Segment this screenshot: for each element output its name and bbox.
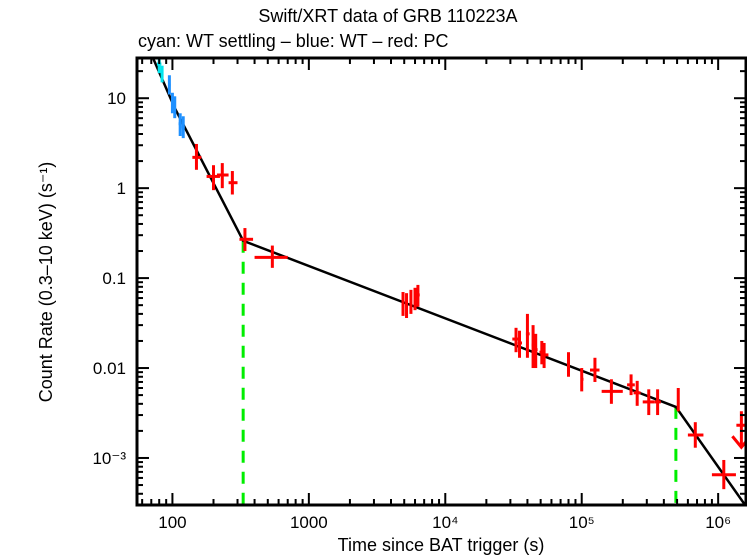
data-point bbox=[178, 113, 182, 137]
data-point bbox=[687, 422, 704, 448]
x-axis-label: Time since BAT trigger (s) bbox=[338, 535, 545, 555]
data-point bbox=[627, 374, 635, 396]
axes bbox=[135, 56, 747, 507]
data-point bbox=[642, 389, 655, 416]
chart-subtitle: cyan: WT settling – blue: WT – red: PC bbox=[138, 31, 448, 51]
x-tick-label: 10⁴ bbox=[432, 513, 458, 532]
arrow-head bbox=[731, 435, 746, 450]
data-point bbox=[405, 293, 409, 319]
plot-frame bbox=[135, 56, 747, 507]
x-tick-label: 100 bbox=[158, 513, 186, 532]
data-point bbox=[160, 65, 164, 83]
data-point bbox=[216, 163, 229, 189]
data-point bbox=[654, 389, 661, 416]
data-point bbox=[228, 171, 238, 195]
y-axis-label: Count Rate (0.3–10 keV) (s⁻¹) bbox=[36, 162, 56, 403]
data-point bbox=[525, 313, 530, 358]
data-point bbox=[415, 284, 420, 307]
data-point bbox=[541, 342, 549, 369]
data-point bbox=[413, 287, 417, 311]
data-point bbox=[254, 245, 288, 268]
data-point bbox=[633, 380, 641, 406]
data-point bbox=[239, 228, 254, 252]
x-tick-label: 10⁵ bbox=[569, 513, 595, 532]
data-point bbox=[409, 289, 413, 314]
data-point bbox=[167, 75, 171, 95]
data-point bbox=[580, 368, 584, 392]
x-tick-labels: 100 1000 10⁴ 10⁵ 10⁶ bbox=[158, 513, 731, 532]
y-tick-label: 1 bbox=[117, 179, 126, 198]
y-tick-label: 10 bbox=[107, 89, 126, 108]
y-tick-label: 0.1 bbox=[102, 269, 126, 288]
series-pc bbox=[192, 143, 746, 490]
y-tick-label: 0.01 bbox=[93, 359, 126, 378]
chart-title: Swift/XRT data of GRB 110223A bbox=[258, 6, 517, 26]
y-tick-labels: 10 1 0.1 0.01 10⁻³ bbox=[92, 89, 126, 468]
data-point bbox=[206, 165, 220, 191]
data-point bbox=[181, 116, 185, 139]
data-point bbox=[711, 459, 736, 490]
y-tick-label: 10⁻³ bbox=[92, 449, 126, 468]
model-fit-line bbox=[151, 58, 746, 505]
data-point bbox=[173, 96, 177, 119]
x-tick-label: 1000 bbox=[290, 513, 328, 532]
data-point bbox=[601, 379, 623, 404]
data-point bbox=[534, 333, 538, 369]
data-point bbox=[170, 92, 174, 114]
data-point bbox=[401, 292, 405, 316]
series-wt bbox=[167, 75, 185, 139]
data-point bbox=[676, 387, 680, 412]
plot-area bbox=[151, 58, 746, 505]
data-point bbox=[566, 352, 570, 377]
plot-clip-group bbox=[151, 58, 746, 505]
data-point bbox=[192, 143, 202, 170]
data-point bbox=[590, 357, 600, 382]
data-point bbox=[517, 330, 523, 358]
x-tick-label: 10⁶ bbox=[705, 513, 731, 532]
